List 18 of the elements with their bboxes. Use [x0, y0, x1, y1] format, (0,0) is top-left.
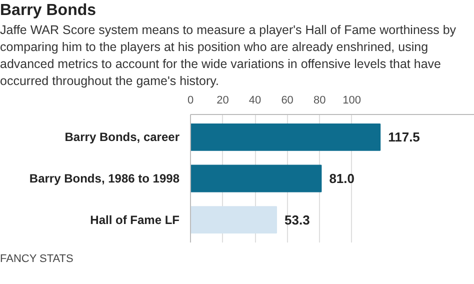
x-tick-label: 0 [187, 94, 194, 106]
text: Barry Bonds [0, 1, 96, 21]
data-label: 53.3 [284, 212, 310, 228]
data-label: 117.5 [388, 130, 420, 145]
bar [190, 206, 278, 234]
bar [190, 164, 322, 192]
bar [190, 123, 381, 151]
x-tick-label: 80 [313, 94, 326, 106]
data-label: 81.0 [329, 171, 355, 186]
x-tick-label: 60 [281, 94, 294, 106]
text: FANCY STATS [0, 252, 74, 267]
chart-subtitle: Jaffe WAR Score system means to measure a player's Hall of Fame worthiness by comparing him to the players at his position who are already enshrined, using advanced metrics to account for the wide variations in offensive levels that have occurred throughout the game's history. [0, 22, 458, 90]
x-tick-label: 100 [342, 94, 362, 106]
x-tick-label: 40 [248, 94, 262, 106]
y-tick-label: Barry Bonds, career [64, 130, 180, 144]
x-tick-label: 20 [216, 94, 229, 106]
y-tick-label: Hall of Fame LF [90, 212, 180, 227]
y-tick-label: Barry Bonds, 1986 to 1998 [29, 172, 180, 186]
